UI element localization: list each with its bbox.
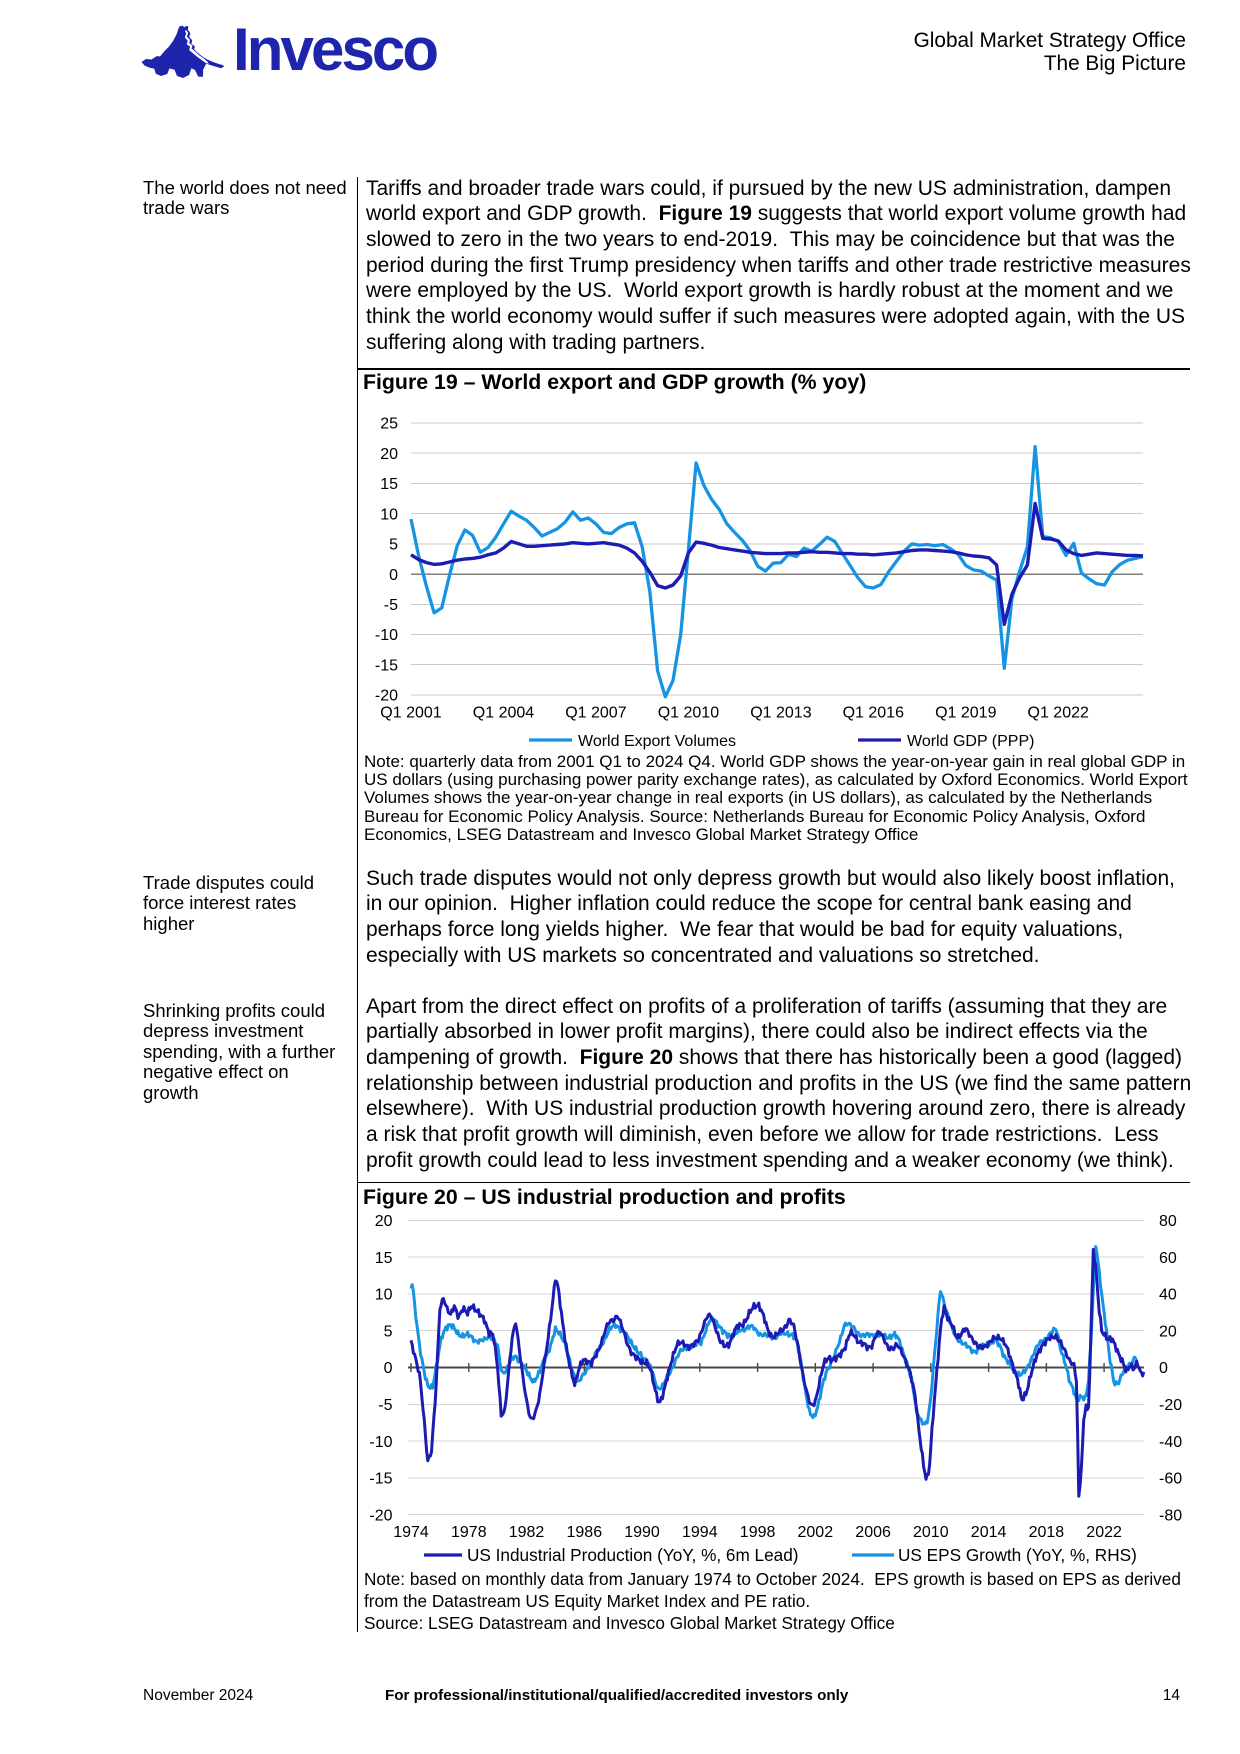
svg-text:20: 20 xyxy=(380,446,398,463)
svg-text:Q1 2019: Q1 2019 xyxy=(935,705,996,722)
svg-text:Q1 2004: Q1 2004 xyxy=(473,705,534,722)
svg-text:2014: 2014 xyxy=(971,1524,1007,1541)
svg-text:Q1 2010: Q1 2010 xyxy=(658,705,719,722)
svg-text:20: 20 xyxy=(1159,1323,1177,1340)
svg-text:-5: -5 xyxy=(378,1397,392,1414)
svg-text:80: 80 xyxy=(1159,1213,1177,1230)
svg-text:2022: 2022 xyxy=(1086,1524,1122,1541)
svg-text:-80: -80 xyxy=(1159,1507,1182,1524)
svg-text:5: 5 xyxy=(384,1323,393,1340)
svg-text:-15: -15 xyxy=(375,657,398,674)
svg-text:World GDP (PPP): World GDP (PPP) xyxy=(907,733,1034,750)
svg-text:2018: 2018 xyxy=(1029,1524,1065,1541)
svg-text:15: 15 xyxy=(380,476,398,493)
svg-text:20: 20 xyxy=(375,1213,393,1230)
svg-text:60: 60 xyxy=(1159,1250,1177,1267)
svg-text:5: 5 xyxy=(389,537,398,554)
svg-text:10: 10 xyxy=(375,1287,393,1304)
svg-text:-40: -40 xyxy=(1159,1434,1182,1451)
svg-text:40: 40 xyxy=(1159,1287,1177,1304)
svg-text:2006: 2006 xyxy=(855,1524,891,1541)
svg-text:-20: -20 xyxy=(369,1507,392,1524)
svg-text:-60: -60 xyxy=(1159,1471,1182,1488)
svg-text:1978: 1978 xyxy=(451,1524,487,1541)
svg-text:Q1 2001: Q1 2001 xyxy=(380,705,441,722)
svg-text:-15: -15 xyxy=(369,1471,392,1488)
svg-text:1986: 1986 xyxy=(567,1524,603,1541)
svg-text:0: 0 xyxy=(389,567,398,584)
svg-text:Q1 2007: Q1 2007 xyxy=(565,705,626,722)
svg-text:World Export Volumes: World Export Volumes xyxy=(578,733,736,750)
svg-text:25: 25 xyxy=(380,416,398,433)
svg-text:-10: -10 xyxy=(375,627,398,644)
svg-text:-20: -20 xyxy=(375,688,398,705)
svg-text:1990: 1990 xyxy=(624,1524,660,1541)
svg-text:1982: 1982 xyxy=(509,1524,545,1541)
svg-text:1998: 1998 xyxy=(740,1524,776,1541)
svg-text:Q1 2016: Q1 2016 xyxy=(843,705,904,722)
svg-text:Q1 2022: Q1 2022 xyxy=(1028,705,1089,722)
svg-text:10: 10 xyxy=(380,506,398,523)
svg-text:-20: -20 xyxy=(1159,1397,1182,1414)
svg-text:Q1 2013: Q1 2013 xyxy=(750,705,811,722)
svg-text:2002: 2002 xyxy=(798,1524,834,1541)
svg-text:15: 15 xyxy=(375,1250,393,1267)
svg-text:US EPS Growth (YoY, %, RHS): US EPS Growth (YoY, %, RHS) xyxy=(898,1545,1137,1565)
svg-text:2010: 2010 xyxy=(913,1524,949,1541)
svg-text:Invesco: Invesco xyxy=(233,16,437,83)
svg-text:0: 0 xyxy=(384,1360,393,1377)
svg-text:US Industrial Production (YoY,: US Industrial Production (YoY, %, 6m Lea… xyxy=(467,1545,799,1565)
svg-text:1994: 1994 xyxy=(682,1524,718,1541)
svg-text:-5: -5 xyxy=(384,597,398,614)
svg-text:1974: 1974 xyxy=(393,1524,429,1541)
svg-text:-10: -10 xyxy=(369,1434,392,1451)
svg-text:0: 0 xyxy=(1159,1360,1168,1377)
